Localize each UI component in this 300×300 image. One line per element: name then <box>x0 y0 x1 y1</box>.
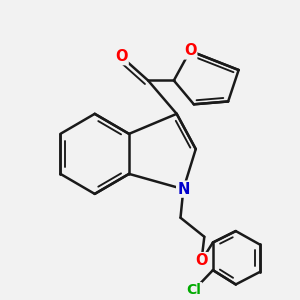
Text: N: N <box>177 182 190 196</box>
Text: Cl: Cl <box>186 283 201 297</box>
Text: O: O <box>195 253 208 268</box>
Text: O: O <box>184 44 196 59</box>
Text: O: O <box>115 49 128 64</box>
